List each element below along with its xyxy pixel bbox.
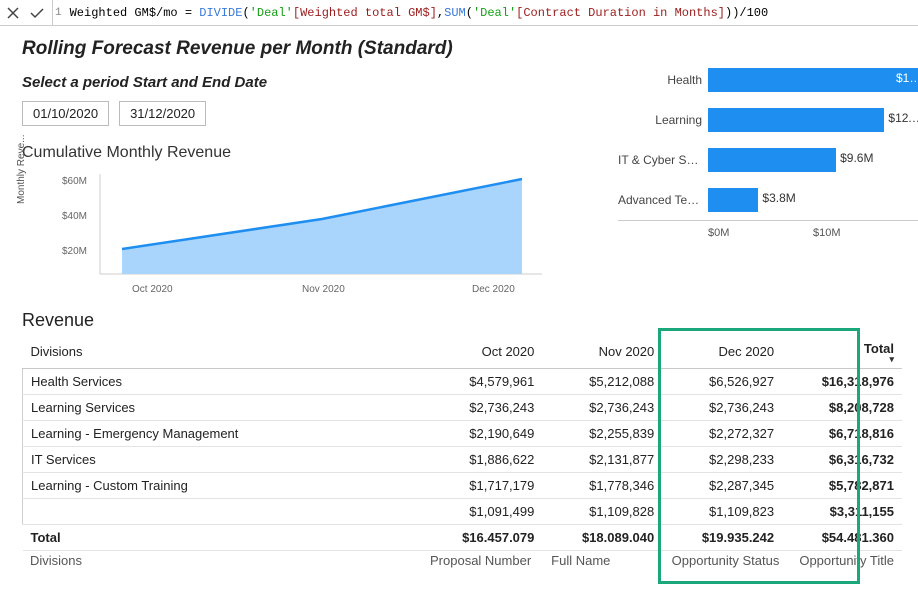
bar-row: Health $1… [618,60,918,100]
footer-col: Proposal Number [430,553,531,568]
bar-x-tick: $0M [708,227,729,239]
cumulative-revenue-chart[interactable]: Monthly Reve... $60M $40M $20M Oct 2020 … [22,164,562,304]
formula-line-number: 1 [52,0,64,25]
start-date-slicer[interactable]: 01/10/2020 [22,101,109,126]
commit-formula-icon[interactable] [28,4,46,22]
svg-text:$20M: $20M [62,246,87,257]
footer-col: Opportunity Status [672,553,780,568]
svg-text:$40M: $40M [62,211,87,222]
revenue-table[interactable]: Divisions Oct 2020 Nov 2020 Dec 2020 Tot… [22,335,902,551]
col-header-oct[interactable]: Oct 2020 [423,335,543,369]
bar-category: Health [618,73,708,87]
bar-category: IT & Cyber Ser... [618,153,708,167]
svg-text:Oct 2020: Oct 2020 [132,284,173,295]
footer-col: Opportunity Title [799,553,894,568]
col-header-nov[interactable]: Nov 2020 [542,335,662,369]
area-chart-title: Cumulative Monthly Revenue [22,144,582,162]
sort-desc-icon: ▾ [790,356,894,362]
slicer-label: Select a period Start and End Date [22,74,582,91]
col-header-divisions[interactable]: Divisions [23,335,423,369]
table-row[interactable]: Learning - Custom Training$1,717,179$1,7… [23,473,903,499]
end-date-slicer[interactable]: 31/12/2020 [119,101,206,126]
table-row[interactable]: Health Services$4,579,961$5,212,088$6,52… [23,369,903,395]
svg-text:Nov 2020: Nov 2020 [302,284,345,295]
bar-row: IT & Cyber Ser... $9.6M [618,140,918,180]
bar-value: $1… [896,71,918,85]
bar-value: $9.6M [840,151,873,165]
area-chart-svg: $60M $40M $20M Oct 2020 Nov 2020 Dec 202… [22,164,562,304]
division-bar-chart[interactable]: Health $1… Learning $12.… IT & Cyber Ser… [618,60,918,239]
svg-text:Dec 2020: Dec 2020 [472,284,515,295]
bar-x-tick: $10M [813,227,841,239]
y-axis-label: Monthly Reve... [16,135,27,204]
table-row[interactable]: IT Services$1,886,622$2,131,877$2,298,23… [23,447,903,473]
svg-text:$60M: $60M [62,176,87,187]
table-row[interactable]: Learning - Emergency Management$2,190,64… [23,421,903,447]
bar-value: $12.… [888,111,918,125]
col-header-total[interactable]: Total▾ [782,335,902,369]
bar-category: Advanced Tec... [618,193,708,207]
lower-table-header: Divisions Proposal Number Full Name Oppo… [22,551,902,570]
bar-category: Learning [618,113,708,127]
revenue-heading: Revenue [22,310,902,331]
table-row[interactable]: $1,091,499$1,109,828$1,109,823$3,311,155 [23,499,903,525]
formula-bar: 1 Weighted GM$/mo = DIVIDE('Deal'[Weight… [0,0,918,26]
cancel-formula-icon[interactable] [4,4,22,22]
formula-text[interactable]: Weighted GM$/mo = DIVIDE('Deal'[Weighted… [70,6,769,20]
footer-col: Full Name [551,553,610,568]
grand-total-row: Total $16.457.079 $18.089.040 $19.935.24… [23,525,903,551]
table-row[interactable]: Learning Services$2,736,243$2,736,243$2,… [23,395,903,421]
bar-row: Learning $12.… [618,100,918,140]
bar-value: $3.8M [762,191,795,205]
page-title: Rolling Forecast Revenue per Month (Stan… [22,38,902,60]
col-header-dec[interactable]: Dec 2020 [662,335,782,369]
footer-col: Divisions [30,553,410,568]
bar-row: Advanced Tec... $3.8M [618,180,918,220]
